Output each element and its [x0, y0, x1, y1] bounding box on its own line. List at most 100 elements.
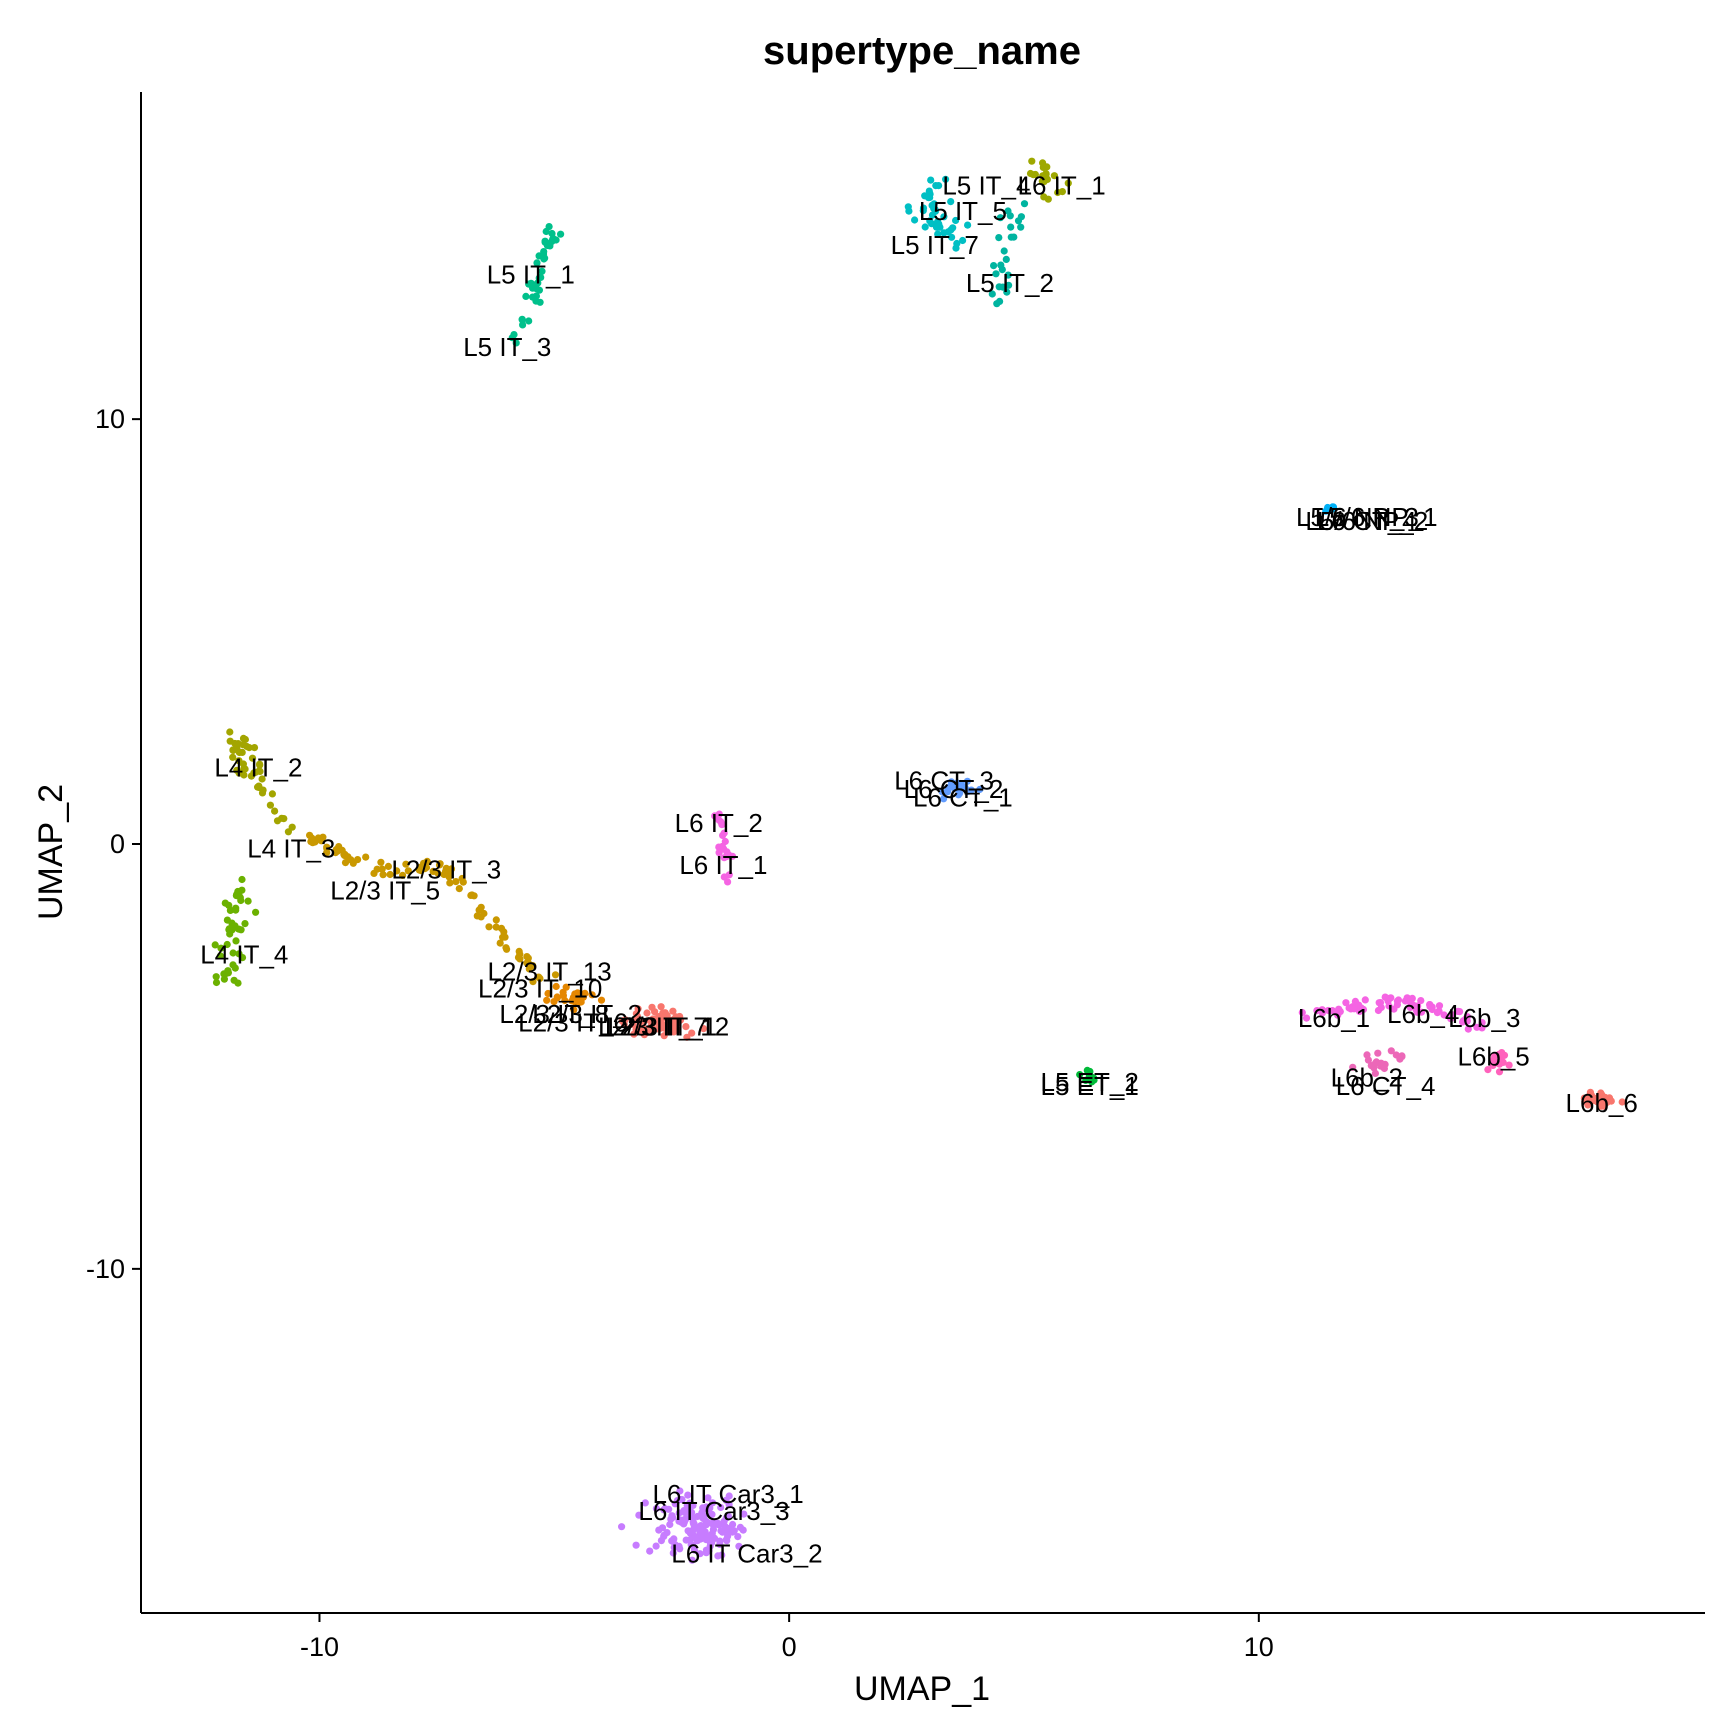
- scatter-point: [386, 870, 394, 879]
- scatter-point: [240, 771, 248, 779]
- scatter-point: [502, 944, 510, 952]
- scatter-point: [632, 1541, 640, 1549]
- scatter-point: [921, 223, 929, 231]
- scatter-point: [936, 223, 944, 231]
- scatter-point: [379, 871, 387, 879]
- scatter-point: [652, 1542, 660, 1550]
- y-tick-label: 10: [95, 404, 125, 434]
- scatter-point: [1336, 1008, 1344, 1016]
- scatter-point: [508, 334, 516, 342]
- scatter-point: [233, 890, 241, 899]
- scatter-point: [928, 211, 937, 219]
- scatter-point: [529, 293, 537, 301]
- scatter-point: [944, 788, 952, 796]
- scatter-point: [720, 1517, 728, 1525]
- scatter-point: [354, 856, 362, 864]
- scatter-point: [529, 978, 537, 986]
- cluster-label: L6 CT_3: [894, 765, 994, 795]
- scatter-point: [1601, 1093, 1609, 1102]
- scatter-point: [226, 728, 234, 736]
- cluster-label: L6b_3: [1448, 1003, 1520, 1033]
- cluster-label: L5/6 NP_1: [1315, 502, 1438, 532]
- scatter-point: [1349, 1063, 1357, 1071]
- scatter-point: [1491, 1052, 1499, 1060]
- scatter-point: [223, 916, 231, 924]
- scatter-point: [1374, 1006, 1382, 1015]
- scatter-point: [711, 812, 719, 820]
- cluster-label: L5/6 NP_3: [1296, 502, 1419, 532]
- scatter-point: [1064, 179, 1072, 187]
- scatter-point: [211, 941, 219, 949]
- scatter-point: [905, 207, 913, 215]
- x-tick-label: -10: [300, 1632, 339, 1662]
- cluster-label: L5 IT_5: [919, 196, 1007, 226]
- scatter-point: [436, 860, 444, 868]
- scatter-point: [535, 973, 543, 981]
- scatter-point: [999, 283, 1007, 291]
- scatter-point: [1490, 1059, 1498, 1067]
- scatter-point: [417, 863, 425, 871]
- scatter-point: [1435, 1007, 1443, 1015]
- scatter-point: [1417, 997, 1425, 1005]
- scatter-point: [702, 1521, 710, 1529]
- cluster-label: L6 IT Car3_2: [671, 1539, 822, 1569]
- scatter-point: [515, 947, 523, 956]
- scatter-point: [720, 854, 728, 862]
- scatter-point: [717, 1503, 725, 1512]
- scatter-point: [323, 849, 331, 857]
- scatter-point: [1004, 271, 1012, 279]
- cluster-label: L5/6 NP_2: [1305, 506, 1428, 536]
- scatter-point: [1377, 1062, 1385, 1070]
- scatter-point: [688, 1556, 696, 1564]
- scatter-point: [1371, 1069, 1379, 1077]
- scatter-point: [675, 1542, 683, 1550]
- scatter-point: [952, 216, 960, 225]
- chart-title: supertype_name: [763, 29, 1081, 73]
- scatter-point: [654, 1025, 662, 1033]
- scatter-point: [952, 244, 960, 252]
- scatter-point: [533, 259, 541, 267]
- scatter-point: [377, 858, 385, 866]
- cluster-label: L6b_4: [1387, 999, 1459, 1029]
- cluster-label: L6 CT_2: [904, 774, 1004, 804]
- cluster-label: L6b_6: [1566, 1088, 1638, 1118]
- scatter-point: [730, 1527, 738, 1535]
- scatter-point: [268, 790, 276, 798]
- scatter-point: [717, 818, 725, 826]
- scatter-point: [704, 1494, 712, 1502]
- scatter-point: [683, 1501, 691, 1510]
- scatter-point: [655, 1526, 663, 1534]
- scatter-point: [250, 744, 259, 752]
- scatter-point: [734, 1533, 742, 1541]
- scatter-point: [458, 874, 466, 883]
- scatter-point: [660, 1032, 668, 1040]
- scatter-point: [1007, 223, 1015, 231]
- scatter-point: [996, 214, 1005, 222]
- cluster-label: L2/3 IT_12: [605, 1012, 729, 1042]
- scatter-point: [1478, 1019, 1486, 1027]
- cluster-label: L2/3 IT_6: [518, 1007, 628, 1037]
- scatter-point: [247, 772, 255, 780]
- scatter-point: [546, 242, 554, 250]
- cluster-label: L2/3 IT_13: [487, 957, 611, 987]
- scatter-point: [232, 906, 240, 914]
- x-tick-label: 0: [782, 1632, 797, 1662]
- y-tick-label: 0: [110, 829, 125, 859]
- cluster-label: L6 IT Car3_3: [638, 1496, 789, 1526]
- scatter-point: [652, 1504, 661, 1513]
- scatter-point: [1356, 1007, 1364, 1016]
- cluster-label: L6b_1: [1298, 1003, 1370, 1033]
- scatter-point: [947, 198, 955, 206]
- scatter-point: [543, 996, 551, 1004]
- cluster-label: L6b_5: [1457, 1041, 1529, 1071]
- cluster-label: L4 IT_4: [200, 940, 288, 970]
- scatter-point: [716, 1537, 724, 1545]
- scatter-point: [976, 785, 984, 794]
- scatter-point: [1000, 247, 1008, 255]
- scatter-point: [668, 1537, 676, 1545]
- scatter-point: [992, 270, 1000, 278]
- scatter-point: [568, 997, 576, 1005]
- scatter-point: [468, 891, 476, 899]
- axis-ticks: -10 0 10 -10 0 10: [86, 404, 1274, 1662]
- scatter-point: [529, 962, 537, 970]
